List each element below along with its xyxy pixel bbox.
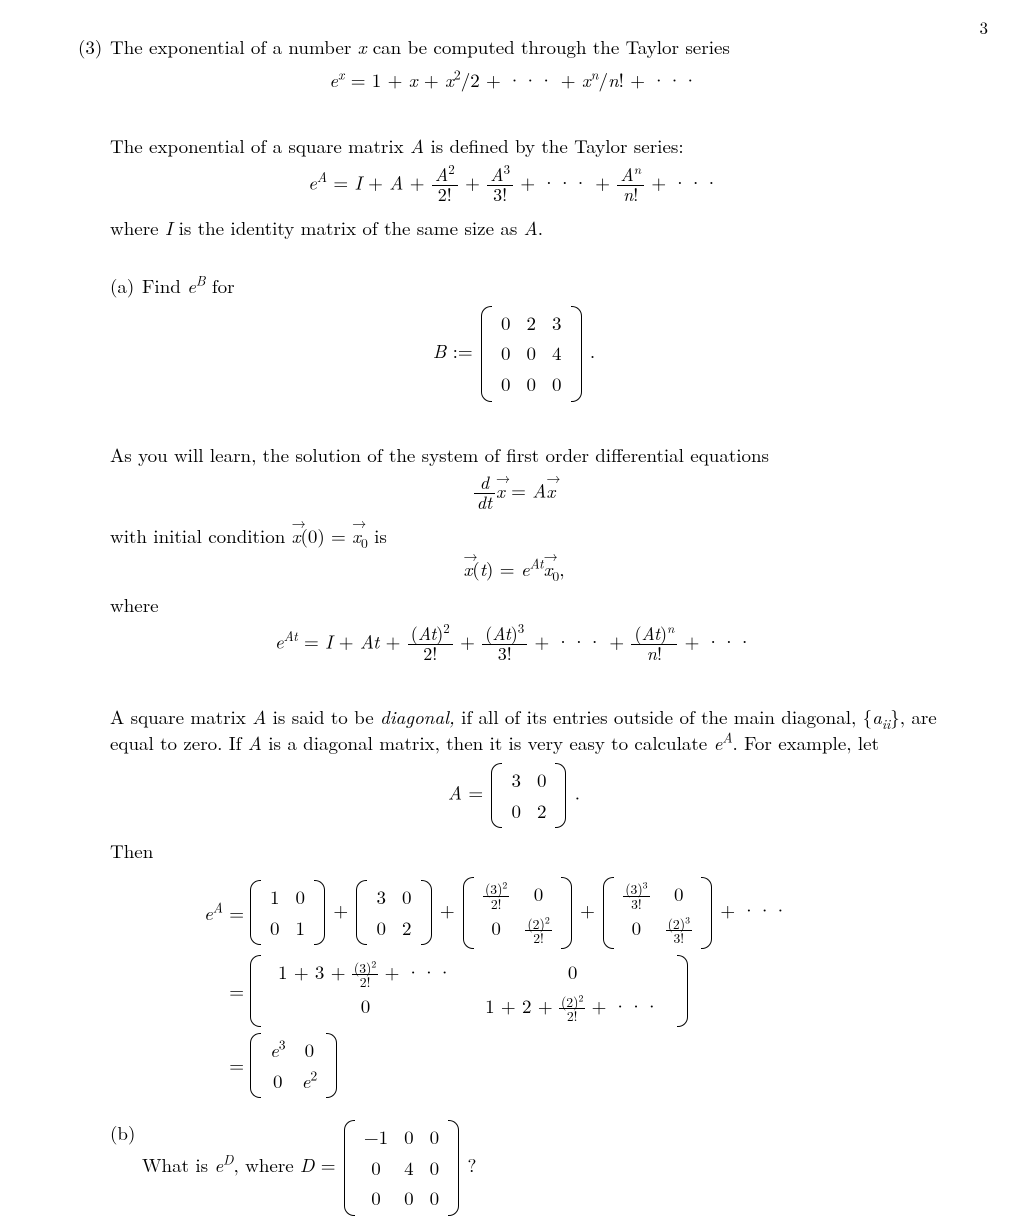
q3-intro-text: The exponential of a number x can be com…	[110, 34, 950, 61]
part-a-text: Find eB for	[142, 273, 950, 300]
eA-calculation: eA = 10 01 + 30 02 + (3)22!0 0(2)22!	[78, 871, 950, 1105]
matrix-A: 30 02	[491, 763, 566, 828]
page-number: 3	[980, 16, 989, 40]
eq-eA-taylor: eA = I + A + A22! + A33! + ··· + Ann! + …	[78, 166, 950, 205]
then-word: Then	[110, 838, 950, 865]
where-I-text: where I is the identity matrix of the sa…	[110, 215, 950, 242]
diagonal-paragraph: A square matrix A is said to be diagonal…	[110, 704, 950, 757]
part-b-label: (b)	[110, 1120, 142, 1216]
page-root: 3 (3) The exponential of a number x can …	[0, 0, 1028, 1200]
eq-A-def: A = 30 02 .	[78, 763, 950, 828]
initial-cond: with initial condition x(0) = x0 is	[110, 523, 950, 550]
eq-eAt-taylor: eAt = I + At + (At)22! + (At)33! + ··· +…	[78, 625, 950, 664]
part-b: (b) What is eD, where D = −100 040 000 ?	[110, 1120, 950, 1216]
matrix-D: −100 040 000	[344, 1120, 459, 1216]
eq-ex-taylor: ex = 1 + x + x2/2 + ··· + xn/n! + ···	[78, 67, 950, 94]
where-word: where	[110, 592, 950, 619]
eq-ode: ddtx = Ax	[78, 474, 950, 513]
q3-label: (3)	[78, 34, 110, 61]
eq-solution: x(t) = eAtx0,	[78, 556, 950, 583]
matrix-exp-intro: The exponential of a square matrix A is …	[110, 133, 950, 160]
matrix-B: 023 004 000	[481, 306, 582, 402]
part-b-text: What is eD, where D = −100 040 000 ?	[142, 1120, 950, 1216]
part-a-label: (a)	[110, 273, 142, 300]
part-a: (a) Find eB for	[110, 273, 950, 300]
ode-intro: As you will learn, the solution of the s…	[110, 442, 950, 469]
question-3: (3) The exponential of a number x can be…	[78, 34, 950, 61]
eq-B-def: B := 023 004 000 .	[78, 306, 950, 402]
